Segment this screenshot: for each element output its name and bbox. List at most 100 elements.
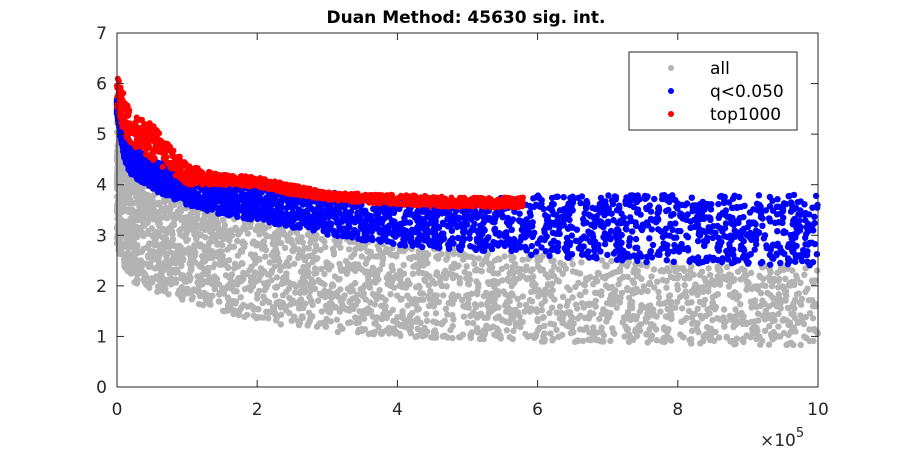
data-point bbox=[600, 332, 608, 339]
data-point bbox=[215, 248, 222, 256]
data-point bbox=[751, 299, 758, 306]
data-point bbox=[674, 275, 681, 282]
data-point bbox=[593, 336, 600, 344]
data-point bbox=[268, 277, 275, 284]
data-point bbox=[738, 309, 745, 317]
series-all bbox=[113, 119, 821, 349]
data-point bbox=[569, 260, 576, 268]
data-point bbox=[307, 252, 314, 259]
data-point bbox=[281, 244, 289, 252]
data-point bbox=[655, 294, 663, 301]
data-point bbox=[152, 216, 160, 223]
data-point bbox=[384, 275, 392, 282]
data-point bbox=[686, 299, 693, 306]
data-point bbox=[707, 336, 714, 344]
data-point bbox=[390, 326, 398, 333]
data-point bbox=[737, 228, 745, 236]
data-point bbox=[328, 300, 335, 308]
data-point bbox=[162, 228, 169, 235]
data-point bbox=[733, 295, 741, 303]
data-point bbox=[334, 289, 341, 296]
data-point bbox=[271, 292, 279, 299]
data-point bbox=[792, 296, 799, 303]
data-point bbox=[632, 235, 640, 243]
data-point bbox=[433, 212, 441, 219]
data-point bbox=[548, 304, 556, 311]
data-point bbox=[209, 281, 216, 288]
data-point bbox=[603, 300, 611, 307]
data-point bbox=[464, 319, 471, 326]
data-point bbox=[633, 332, 641, 340]
data-point bbox=[700, 337, 707, 345]
data-point bbox=[524, 304, 531, 312]
data-point bbox=[481, 240, 489, 247]
data-point bbox=[701, 200, 708, 207]
data-point bbox=[432, 310, 440, 317]
data-point bbox=[646, 235, 653, 242]
data-point bbox=[534, 315, 541, 323]
data-point bbox=[626, 253, 634, 260]
data-point bbox=[473, 324, 481, 332]
data-point bbox=[546, 252, 553, 259]
data-point bbox=[354, 329, 362, 336]
data-point bbox=[679, 265, 687, 272]
data-point bbox=[332, 206, 340, 214]
data-point bbox=[681, 282, 688, 289]
data-point bbox=[694, 221, 701, 228]
data-point bbox=[653, 337, 661, 344]
data-point bbox=[277, 239, 285, 247]
data-point bbox=[767, 312, 775, 319]
data-point bbox=[480, 225, 487, 233]
data-point bbox=[270, 304, 277, 311]
data-point bbox=[673, 234, 680, 241]
data-point bbox=[770, 333, 777, 340]
data-point bbox=[153, 253, 160, 260]
data-point bbox=[643, 331, 650, 338]
data-point bbox=[440, 269, 448, 277]
data-point bbox=[689, 320, 696, 327]
data-point bbox=[354, 291, 361, 298]
data-point bbox=[432, 319, 440, 326]
data-point bbox=[380, 233, 387, 240]
data-point bbox=[411, 239, 418, 246]
data-point bbox=[750, 206, 757, 213]
data-point bbox=[602, 202, 610, 209]
data-point bbox=[427, 288, 434, 295]
data-point bbox=[347, 208, 355, 215]
plot-points bbox=[113, 75, 821, 349]
data-point bbox=[176, 204, 184, 212]
data-point bbox=[578, 259, 585, 266]
data-point bbox=[687, 256, 694, 264]
data-point bbox=[617, 294, 624, 302]
data-point bbox=[664, 334, 671, 341]
data-point bbox=[605, 192, 612, 199]
data-point bbox=[632, 244, 639, 252]
data-point bbox=[632, 222, 640, 230]
data-point bbox=[367, 248, 374, 256]
data-point bbox=[446, 270, 454, 278]
data-point bbox=[203, 266, 210, 273]
data-point bbox=[327, 318, 334, 325]
data-point bbox=[212, 232, 219, 239]
data-point bbox=[298, 313, 306, 320]
data-point bbox=[688, 194, 695, 201]
data-point bbox=[604, 251, 611, 259]
data-point bbox=[416, 232, 424, 239]
data-point bbox=[178, 216, 186, 223]
data-point bbox=[801, 201, 808, 208]
data-point bbox=[791, 305, 798, 312]
data-point bbox=[296, 319, 304, 327]
data-point bbox=[397, 296, 404, 303]
data-point bbox=[688, 289, 696, 296]
data-point bbox=[339, 266, 347, 273]
data-point bbox=[700, 333, 707, 340]
data-point bbox=[655, 205, 662, 212]
data-point bbox=[190, 286, 198, 293]
data-point bbox=[550, 237, 557, 244]
data-point bbox=[714, 273, 721, 280]
data-point bbox=[399, 310, 406, 318]
data-point bbox=[461, 227, 468, 234]
data-point bbox=[547, 320, 554, 327]
data-point bbox=[694, 237, 702, 245]
data-point bbox=[402, 211, 409, 218]
